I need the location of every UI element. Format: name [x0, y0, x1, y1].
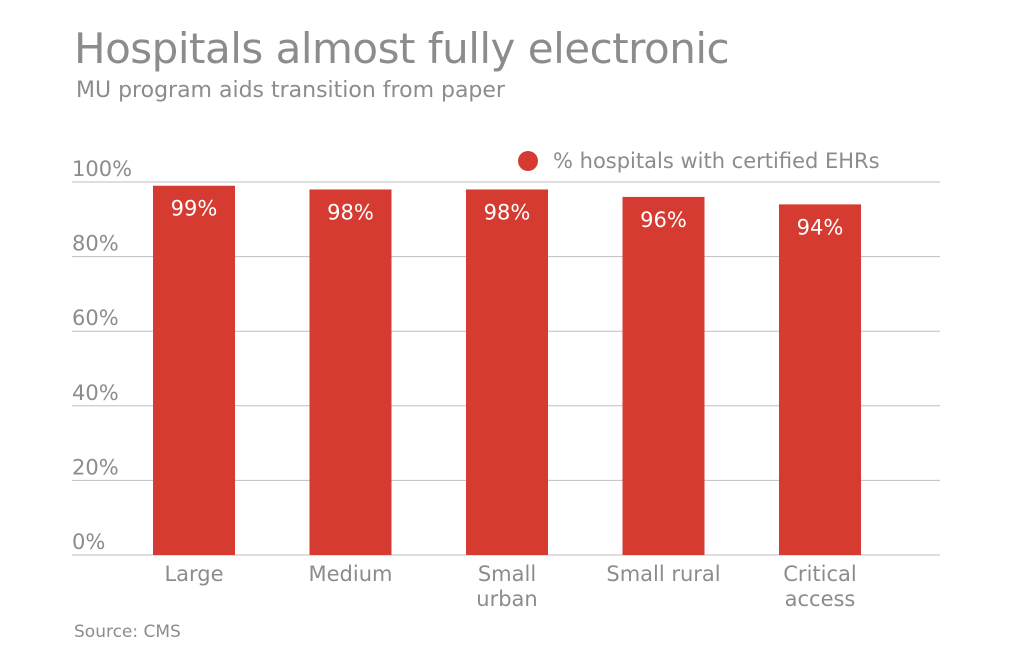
y-tick-label: 0%: [72, 530, 105, 554]
bar-value-label: 98%: [327, 200, 374, 224]
y-tick-label: 100%: [72, 157, 132, 181]
x-category-label: Medium: [309, 562, 393, 586]
legend-label: % hospitals with certified EHRs: [553, 149, 880, 173]
legend: % hospitals with certified EHRs: [518, 149, 880, 173]
bars: [153, 185, 861, 556]
x-category-label: Small: [478, 562, 536, 586]
chart-subtitle: MU program aids transition from paper: [76, 78, 505, 103]
chart-title: Hospitals almost fully electronic: [74, 24, 730, 73]
bar: [779, 204, 861, 555]
y-tick-label: 20%: [72, 455, 119, 479]
legend-marker: [518, 151, 538, 171]
source-note: Source: CMS: [74, 622, 181, 642]
y-axis-ticks: 0% 20% 40% 60% 80% 100%: [72, 157, 132, 554]
x-category-label: Critical: [783, 562, 856, 586]
bar-value-label: 98%: [484, 200, 531, 224]
y-tick-label: 60%: [72, 306, 119, 330]
bar: [309, 189, 392, 555]
bar: [466, 189, 548, 555]
bar-value-label: 99%: [171, 197, 218, 221]
value-labels: 99% 98% 98% 96% 94%: [171, 197, 844, 240]
bar-value-label: 94%: [797, 215, 844, 239]
bar: [622, 196, 705, 556]
x-category-label: Large: [164, 562, 223, 586]
x-category-label: Small rural: [606, 562, 720, 586]
x-category-label: urban: [476, 587, 537, 611]
bar-value-label: 96%: [640, 208, 687, 232]
x-category-label: access: [785, 587, 856, 611]
y-tick-label: 40%: [72, 381, 119, 405]
y-tick-label: 80%: [72, 232, 119, 256]
bar: [153, 185, 235, 556]
